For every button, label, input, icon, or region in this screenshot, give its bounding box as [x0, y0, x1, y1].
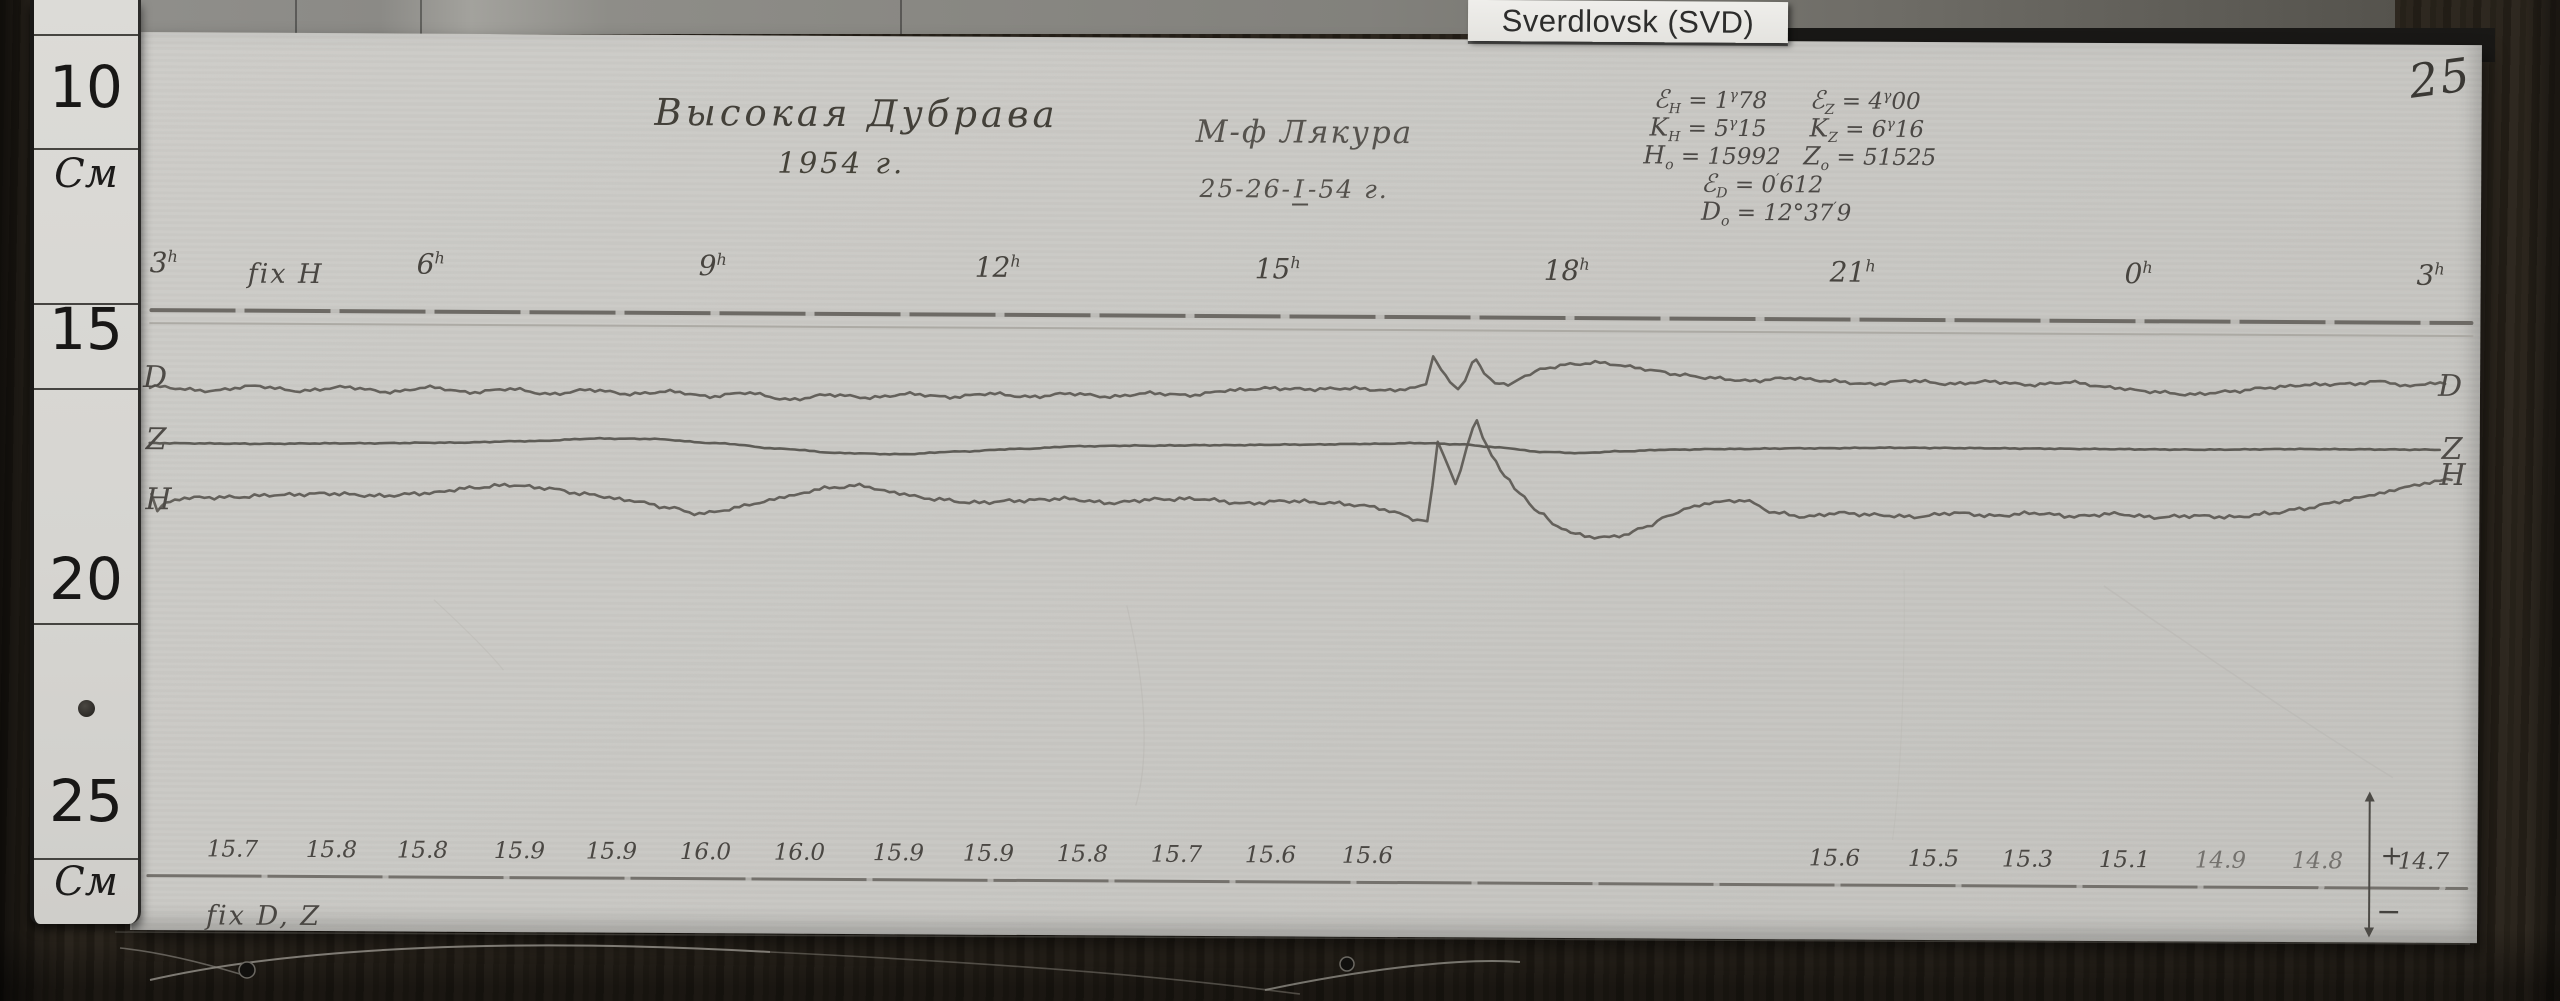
- ruler-mark-label: 15: [49, 295, 123, 363]
- backing-seam: [900, 0, 902, 34]
- paper-scratches: [433, 569, 2394, 840]
- ruler-mark-label: 25: [49, 767, 123, 835]
- ruler-tick-line: [34, 34, 138, 36]
- ruler-tick-line: [34, 303, 138, 305]
- wires-and-screws: [114, 931, 2471, 995]
- ruler-mark-label: 20: [49, 545, 123, 613]
- ruler-mark-label: 10: [49, 53, 123, 121]
- trace-d: [148, 355, 2447, 402]
- ruler-tick-line: [34, 858, 138, 860]
- ruler-unit-label: Cм: [54, 859, 118, 905]
- magnetogram-sheet: Высокая Дубрава 1954 г. М-ф Лякура 25-26…: [129, 32, 2482, 944]
- backing-seam: [295, 0, 297, 34]
- ruler-hole: [78, 700, 95, 717]
- ruler-unit-label: Cм: [54, 151, 118, 197]
- station-name-label: Sverdlovsk (SVD): [1467, 0, 1789, 44]
- ruler-tick-line: [34, 148, 138, 150]
- trace-h: [150, 419, 2453, 540]
- ruler-tick-line: [34, 388, 138, 390]
- ruler-tick-line: [34, 623, 138, 625]
- magnetogram-traces: [148, 355, 2453, 540]
- backing-seam: [420, 0, 422, 34]
- centimeter-ruler: 10 Cм 15 20 25 Cм: [30, 0, 141, 924]
- trace-z: [148, 436, 2442, 456]
